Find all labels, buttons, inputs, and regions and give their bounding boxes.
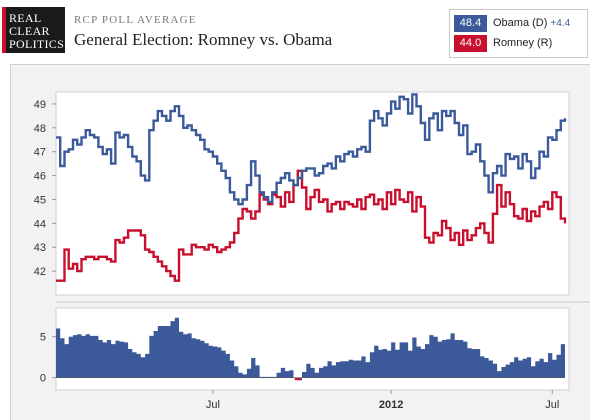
x-tick-label-2: Jul [545,399,559,411]
spread-y-tick-label-0: 0 [40,373,46,385]
legend-item-romney[interactable]: 44.0 Romney (R) [454,35,584,52]
chart-title: General Election: Romney vs. Obama [74,30,333,49]
spread-y-tick-label-5: 5 [40,332,46,344]
x-tick-label-0: Jul [206,399,220,411]
y-tick-label-43: 43 [34,242,46,254]
logo-line-1: REAL [9,11,42,25]
legend-value-obama: 48.4 [454,15,487,32]
y-tick-label-44: 44 [34,218,46,230]
y-tick-label-42: 42 [34,266,46,278]
logo-line-3: POLITICS [9,37,65,51]
y-tick-label-45: 45 [34,194,46,206]
legend-value-romney: 44.0 [454,35,487,52]
legend-item-obama[interactable]: 48.4 Obama (D) +4.4 [454,15,584,32]
chart-kicker: RCP POLL AVERAGE [74,14,197,26]
y-tick-label-49: 49 [34,99,46,111]
legend-name-obama: Obama (D) [493,17,548,29]
legend-spread-obama: +4.4 [550,18,571,29]
logo-accent [2,7,6,53]
legend: 48.4 Obama (D) +4.4 44.0 Romney (R) [449,9,588,58]
x-tick-label-1: 2012 [379,399,403,411]
y-tick-label-46: 46 [34,171,46,183]
legend-name-romney: Romney (R) [493,37,553,49]
series-line-obama [56,93,567,206]
spread-negative-mark [294,377,301,381]
logo-line-2: CLEAR [9,24,50,38]
header: REAL CLEAR POLITICS RCP POLL AVERAGE Gen… [0,0,590,60]
y-tick-label-47: 47 [34,147,46,159]
rcp-logo[interactable]: REAL CLEAR POLITICS [2,7,65,53]
y-tick-label-48: 48 [34,123,46,135]
main-plot-background [55,91,570,296]
spread-area [56,317,565,381]
series-line-romney [56,169,567,282]
